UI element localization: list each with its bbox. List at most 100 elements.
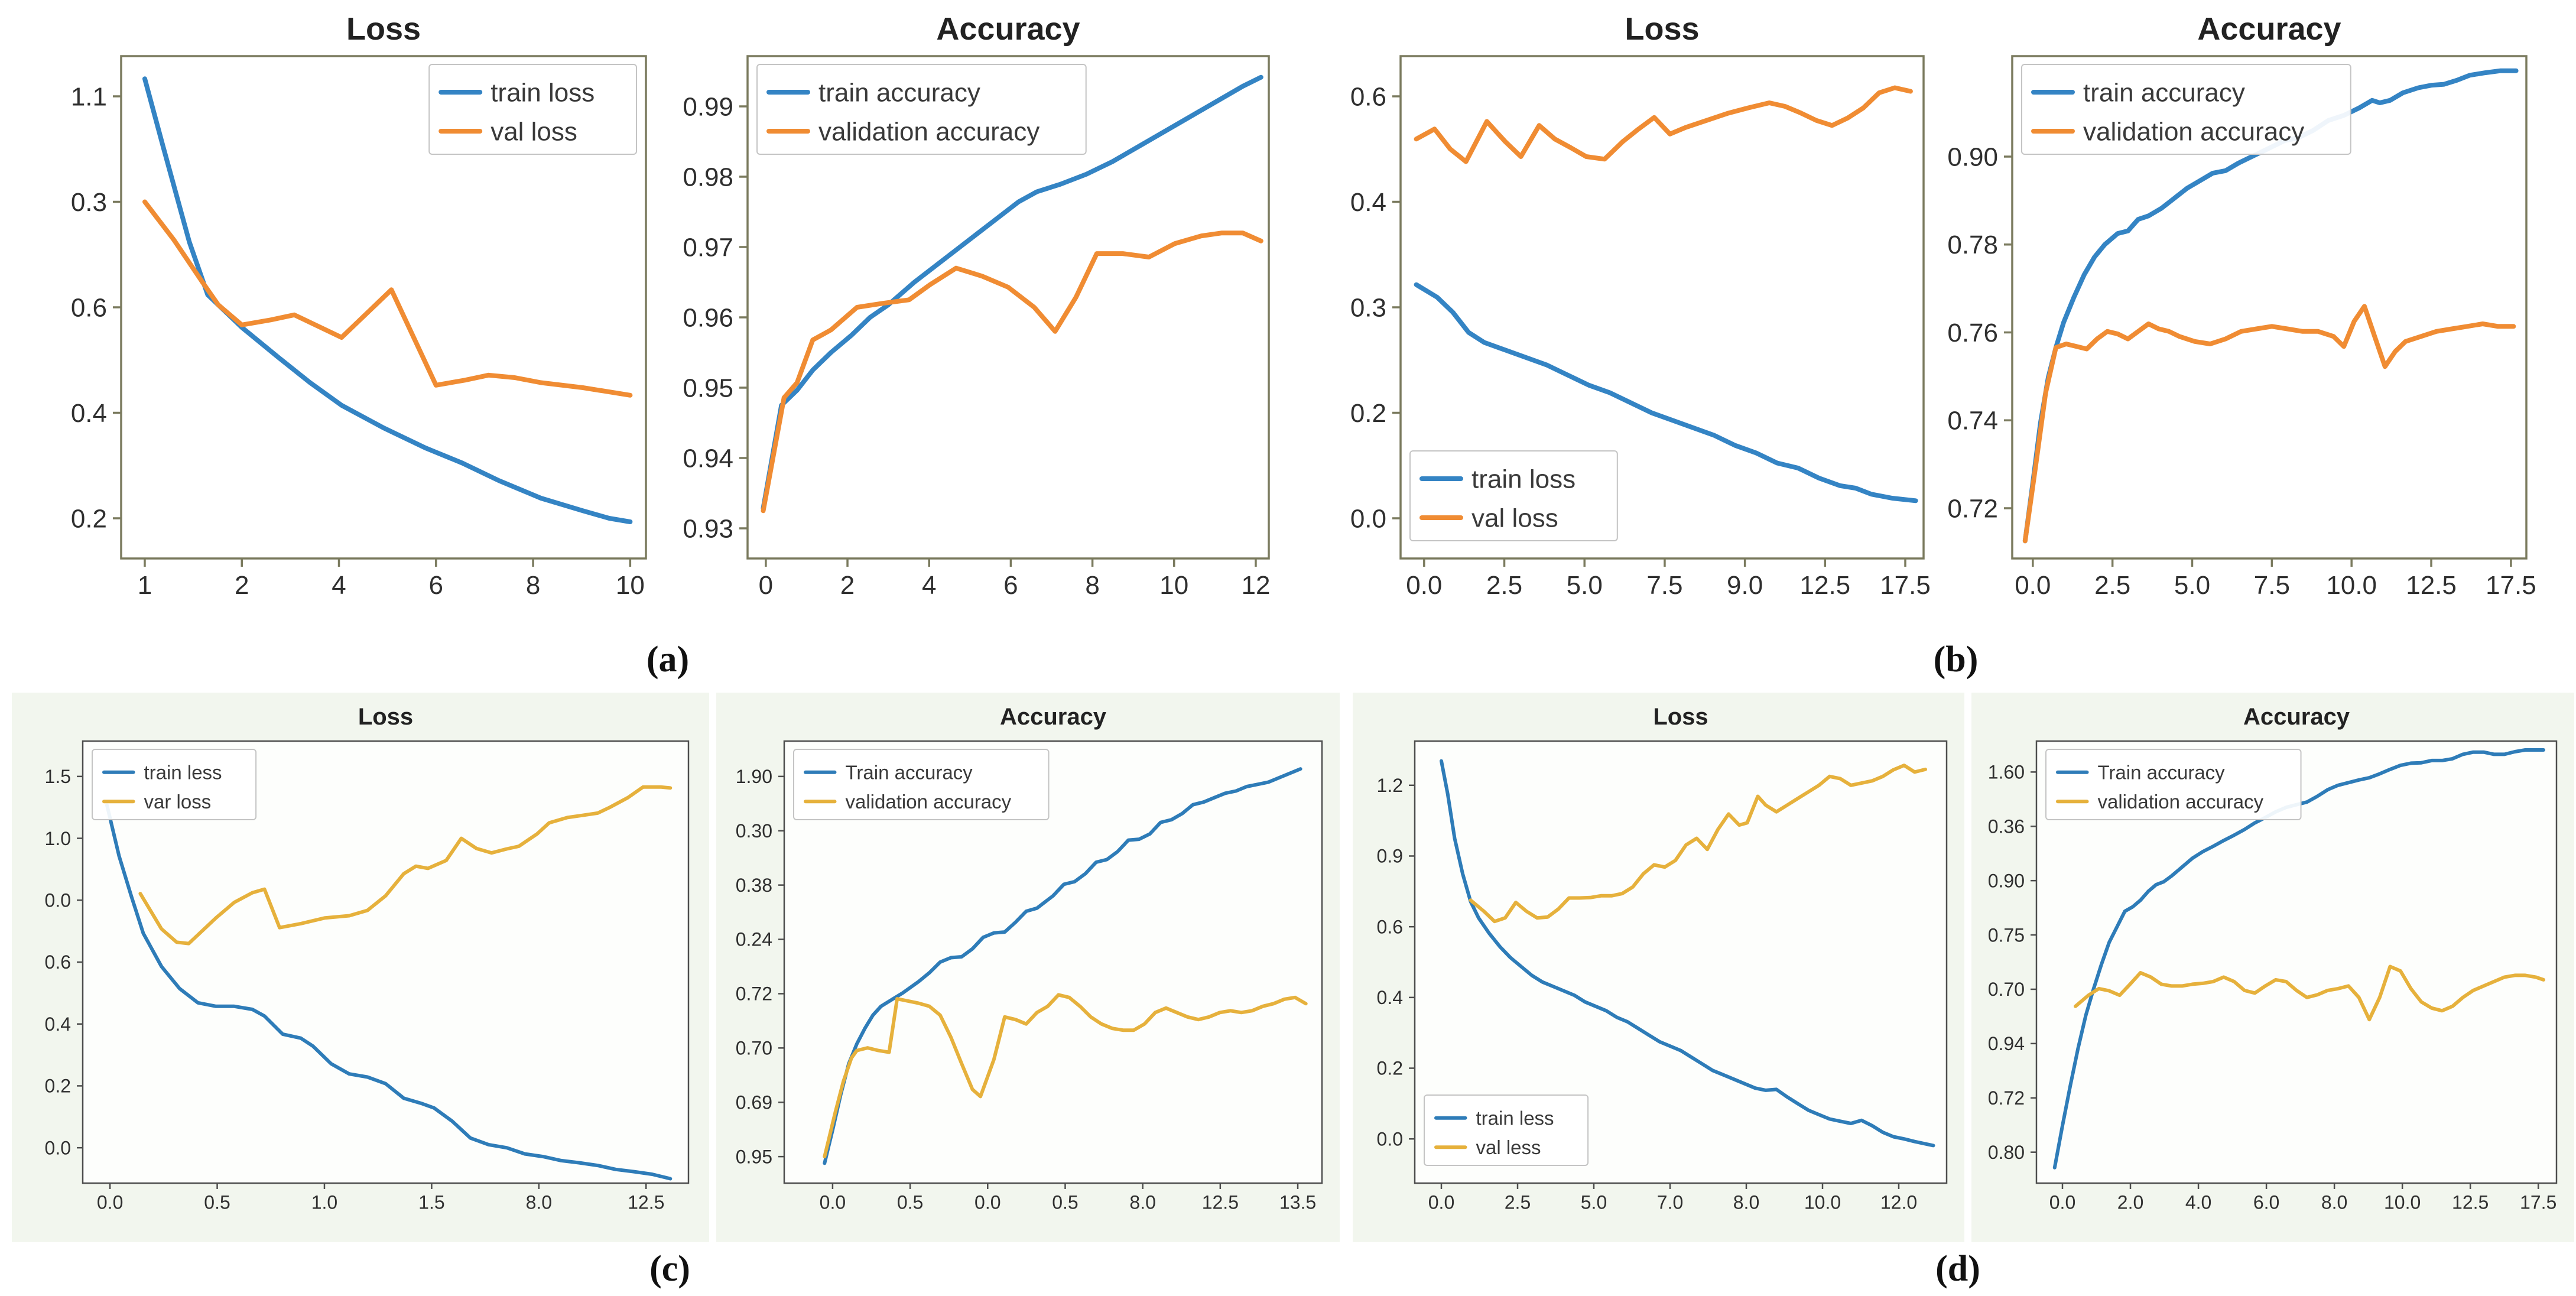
x-tick-label: 0.0: [2049, 1192, 2075, 1213]
y-tick-label: 0.93: [683, 514, 733, 543]
chart-svg-d-loss: Loss 1.2 0.9 0.6 0.4 0.2 0.0 0.0 2.5 5.0 7.0 8.0 10.…: [1377, 704, 1948, 1213]
series-line-train-accuracy: [2022, 68, 2519, 544]
series-line-train-less: [105, 803, 673, 1181]
series-line-train-accuracy: [823, 767, 1302, 1165]
x-tick-label: 2.0: [2117, 1192, 2143, 1213]
row-top: Loss 1.1 0.3 0.6 0.4 0.2 1 2 4 6 8 10 train loss val …: [0, 0, 2576, 626]
chart-title: Loss: [358, 704, 413, 730]
caption-d: (d): [1935, 1249, 1980, 1289]
y-tick-label: 0.94: [1988, 1033, 2025, 1054]
x-tick-label: 0.0: [820, 1192, 846, 1213]
x-tick-label: 10: [1159, 571, 1188, 600]
chart-svg-a-acc: Accuracy 0.99 0.98 0.97 0.96 0.95 0.94 0.93 0 2 4 6…: [683, 11, 1270, 600]
x-tick-label: 0.0: [97, 1192, 123, 1213]
x-tick-label: 0.0: [2015, 571, 2051, 600]
y-tick-label: 0.69: [736, 1092, 772, 1113]
caption-a-container: (a): [0, 639, 1336, 681]
chart-title: Accuracy: [1000, 704, 1107, 730]
y-tick-label: 1.90: [736, 766, 772, 787]
x-tick-label: 1: [138, 571, 152, 600]
chart-title: Accuracy: [936, 11, 1080, 47]
x-tick-label: 1.0: [311, 1192, 337, 1213]
chart-d-loss: Loss 1.2 0.9 0.6 0.4 0.2 0.0 0.0 2.5 5.0 7.0 8.0 10.…: [1353, 693, 1964, 1242]
chart-title: Loss: [1625, 11, 1699, 47]
x-tick-label: 8: [1085, 571, 1099, 600]
axes-frame: [82, 740, 690, 1184]
legend: train loss val loss: [428, 64, 637, 155]
legend: train loss val loss: [1409, 450, 1618, 541]
y-tick-label: 0.0: [1377, 1128, 1403, 1149]
legend-label: validation accuracy: [2098, 791, 2264, 813]
chart-title: Loss: [346, 11, 421, 47]
x-tick-label: 4.0: [2185, 1192, 2211, 1213]
x-tick-label: 2.5: [2094, 571, 2130, 600]
y-tick-label: 1.1: [71, 82, 107, 111]
y-tick-label: 0.0: [45, 1137, 71, 1158]
y-tick-label: 1.60: [1988, 762, 2025, 783]
chart-d-accuracy: Accuracy 1.60 0.36 0.90 0.75 0.70 0.94 0.72 0.80…: [1971, 693, 2574, 1242]
caption-row-top: (a) (b): [0, 626, 2576, 693]
y-tick-label: 0.0: [45, 889, 71, 911]
y-tick-label: 0.24: [736, 929, 772, 950]
y-tick-label: 0.90: [1988, 870, 2025, 891]
chart-title: Accuracy: [2197, 11, 2341, 47]
legend-label: validation accuracy: [818, 117, 1040, 146]
x-tick-label: 1.5: [418, 1192, 444, 1213]
series-line-train-accuracy: [761, 74, 1263, 511]
y-tick-label: 0.6: [45, 951, 71, 973]
legend: Train accuracy validation accuracy: [2045, 749, 2302, 820]
y-tick-label: 0.76: [1947, 319, 1998, 347]
chart-svg-b-loss: Loss 0.6 0.4 0.3 0.2 0.0 0.0 2.5 5.0 7.5 9.0 12.5 17…: [1350, 11, 1931, 600]
x-tick-label: 2: [235, 571, 249, 600]
x-tick-label: 6: [429, 571, 443, 600]
series-line-train-loss: [1414, 282, 1918, 504]
x-tick-label: 7.5: [1646, 571, 1682, 600]
legend-label: val loss: [1471, 504, 1558, 532]
y-tick-label: 0.72: [1947, 494, 1998, 523]
y-tick-label: 0.2: [71, 504, 107, 533]
legend-box: [2021, 64, 2351, 155]
caption-d-container: (d): [1340, 1248, 2576, 1290]
caption-c-container: (c): [0, 1248, 1340, 1290]
caption-c: (c): [649, 1249, 690, 1289]
x-tick-label: 4: [332, 571, 346, 600]
y-tick-label: 0.30: [736, 820, 772, 842]
legend-label: Train accuracy: [2098, 761, 2226, 783]
legend-label: train loss: [1471, 465, 1576, 493]
legend: Train accuracy validation accuracy: [793, 749, 1050, 820]
y-tick-label: 0.4: [71, 399, 107, 428]
series-line-val-loss: [1414, 85, 1913, 164]
series-line-val-loss: [142, 199, 633, 398]
x-tick-label: 0.5: [1052, 1192, 1078, 1213]
x-tick-label: 0.0: [1428, 1192, 1454, 1213]
y-tick-label: 0.6: [71, 293, 107, 322]
axes-frame: [746, 55, 1270, 560]
y-tick-label: 0.2: [1350, 399, 1386, 428]
legend-label: validation accuracy: [846, 791, 1012, 813]
axes-frame: [1399, 55, 1925, 560]
x-tick-label: 9.0: [1727, 571, 1763, 600]
legend-label: train less: [1476, 1107, 1554, 1129]
y-tick-label: 0.4: [1377, 987, 1403, 1008]
x-tick-label: 4: [922, 571, 936, 600]
legend-label: train less: [144, 761, 222, 783]
legend-label: train loss: [490, 78, 595, 107]
series-line-validation-accuracy: [2022, 304, 2516, 544]
y-tick-label: 0.4: [1350, 188, 1386, 217]
x-tick-label: 2: [840, 571, 855, 600]
x-tick-label: 12.0: [1880, 1192, 1917, 1213]
y-tick-label: 0.95: [736, 1146, 772, 1167]
y-tick-label: 1.5: [45, 766, 71, 787]
y-tick-label: 0.3: [1350, 293, 1386, 322]
y-tick-label: 0.0: [1350, 504, 1386, 533]
x-tick-label: 12.5: [2406, 571, 2457, 600]
y-tick-label: 0.96: [683, 303, 733, 332]
y-tick-label: 0.75: [1988, 924, 2025, 946]
x-tick-label: 7.5: [2254, 571, 2290, 600]
x-tick-label: 12.5: [1202, 1192, 1239, 1213]
legend: train less val less: [1424, 1094, 1589, 1166]
x-tick-label: 10: [616, 571, 645, 600]
x-tick-label: 12.5: [1800, 571, 1851, 600]
x-tick-label: 17.5: [2520, 1192, 2556, 1213]
row-bottom: Loss 1.5 1.0 0.0 0.6 0.4 0.2 0.0 0.0 0.5 1.0 1.5 8.0…: [0, 693, 2576, 1242]
